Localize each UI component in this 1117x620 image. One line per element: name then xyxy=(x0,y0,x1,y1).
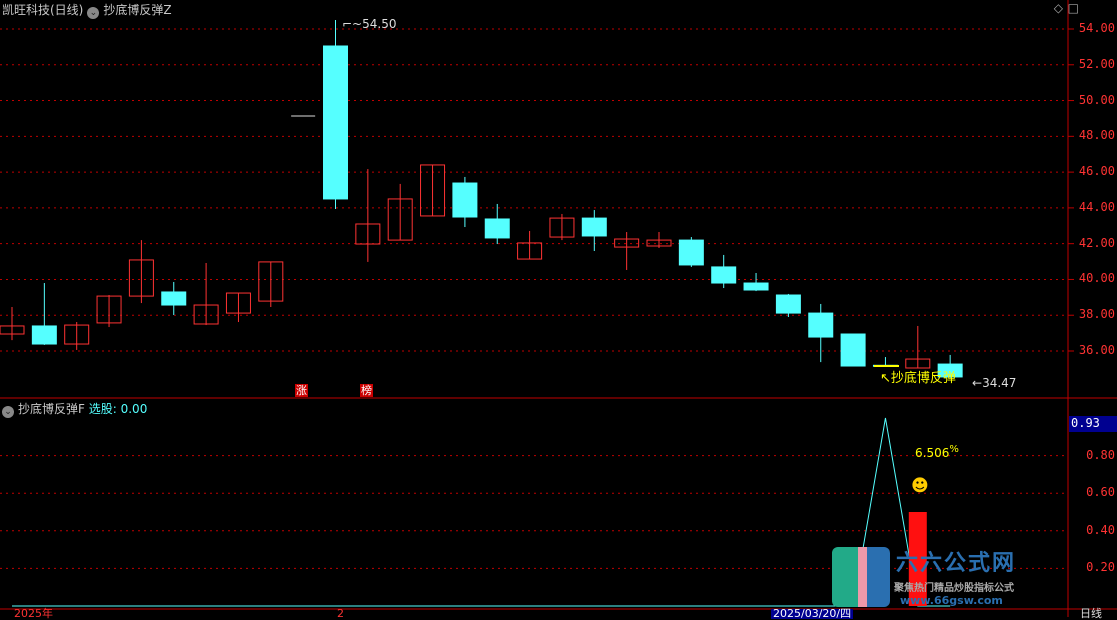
period-label[interactable]: 日线 xyxy=(1080,607,1102,620)
candle-body xyxy=(937,363,963,378)
price-tick-label: 50.00 xyxy=(1078,92,1115,107)
candle-body xyxy=(452,182,478,218)
candle-body xyxy=(775,294,801,314)
dropdown-chevron-icon[interactable]: ⌄ xyxy=(87,7,100,19)
pct-label: 6.506% xyxy=(915,444,959,460)
sub-tick-label: 0.40 xyxy=(1086,522,1115,537)
x-label-start: 2025年 xyxy=(14,607,53,620)
candle-body xyxy=(96,295,122,324)
candle-body xyxy=(549,217,575,238)
candle-body xyxy=(840,333,866,367)
price-tick-label: 44.00 xyxy=(1078,199,1115,214)
stock-name: 凯旺科技(日线) xyxy=(2,3,84,17)
candle-body xyxy=(355,223,381,245)
price-tick-label: 52.00 xyxy=(1078,56,1115,71)
candle-body xyxy=(387,198,413,241)
candle-body xyxy=(581,217,607,237)
watermark-logo: 六六公式网 聚焦热门精品炒股指标公式 www.66gsw.com xyxy=(830,545,1049,609)
price-tick-label: 48.00 xyxy=(1078,128,1115,143)
candle-body xyxy=(484,218,510,239)
candle-body xyxy=(161,291,187,306)
candle-body xyxy=(128,259,154,297)
sub-tick-label: 0.80 xyxy=(1086,447,1115,462)
candle-body xyxy=(678,239,704,266)
diamond-icon[interactable]: ◇ xyxy=(1053,1,1063,15)
high-price-label: ⌐~54.50 xyxy=(342,17,397,31)
price-tick-label: 42.00 xyxy=(1078,235,1115,250)
price-tick-label: 46.00 xyxy=(1078,164,1115,179)
sub-title: ⌄ 抄底博反弹F 选股: 0.00 xyxy=(2,400,147,418)
square-icon[interactable]: □ xyxy=(1067,1,1079,15)
signal-bar xyxy=(908,512,927,606)
signal-label: ↖抄底博反弹 xyxy=(880,371,956,386)
candle-body xyxy=(646,239,672,247)
sub-indicator-name[interactable]: 抄底博反弹F xyxy=(18,402,85,416)
candle-body xyxy=(31,325,57,345)
candle-body xyxy=(323,45,348,200)
candle-body xyxy=(193,304,219,325)
smiley-icon: ☻ xyxy=(911,476,929,496)
candle-body xyxy=(743,282,769,291)
field-label: 选股: xyxy=(88,402,117,416)
price-tick-label: 40.00 xyxy=(1078,271,1115,286)
price-tick-label: 54.00 xyxy=(1078,21,1115,35)
logo-url: www.66gsw.com xyxy=(900,594,1003,607)
field-value: 0.00 xyxy=(120,402,148,416)
chart-title: 凯旺科技(日线) ⌄ 抄底博反弹Z xyxy=(2,1,172,19)
sub-tick-label: 0.20 xyxy=(1086,560,1115,575)
price-tick-label: 38.00 xyxy=(1078,307,1115,322)
dropdown-chevron-icon[interactable]: ⌄ xyxy=(2,406,14,418)
candle-body xyxy=(0,325,25,335)
logo-icon xyxy=(832,547,890,607)
x-label-mid: 2 xyxy=(337,607,344,620)
candle-body xyxy=(225,292,251,314)
current-value-badge: 0.93 xyxy=(1069,416,1117,432)
rank-mark: 榜 xyxy=(360,384,373,397)
candle-body xyxy=(905,358,931,369)
candle-body xyxy=(614,238,640,248)
candle-body xyxy=(64,324,90,345)
signal-line xyxy=(12,417,951,607)
sub-tick-label: 0.60 xyxy=(1086,485,1115,500)
price-tick-label: 36.00 xyxy=(1078,343,1115,357)
candle-body xyxy=(420,164,446,217)
candle-body xyxy=(808,312,834,338)
logo-name: 六六公式网 xyxy=(896,551,1017,576)
low-price-label: ←34.47 xyxy=(972,376,1017,390)
indicator-name[interactable]: 抄底博反弹Z xyxy=(103,3,172,17)
candle-body xyxy=(517,242,543,260)
candle-body xyxy=(258,261,284,302)
cursor-date: 2025/03/20/四 xyxy=(771,607,854,620)
limit-up-mark: 涨 xyxy=(295,384,308,397)
candle-body xyxy=(711,266,737,284)
logo-slogan: 聚焦热门精品炒股指标公式 xyxy=(894,583,1014,594)
